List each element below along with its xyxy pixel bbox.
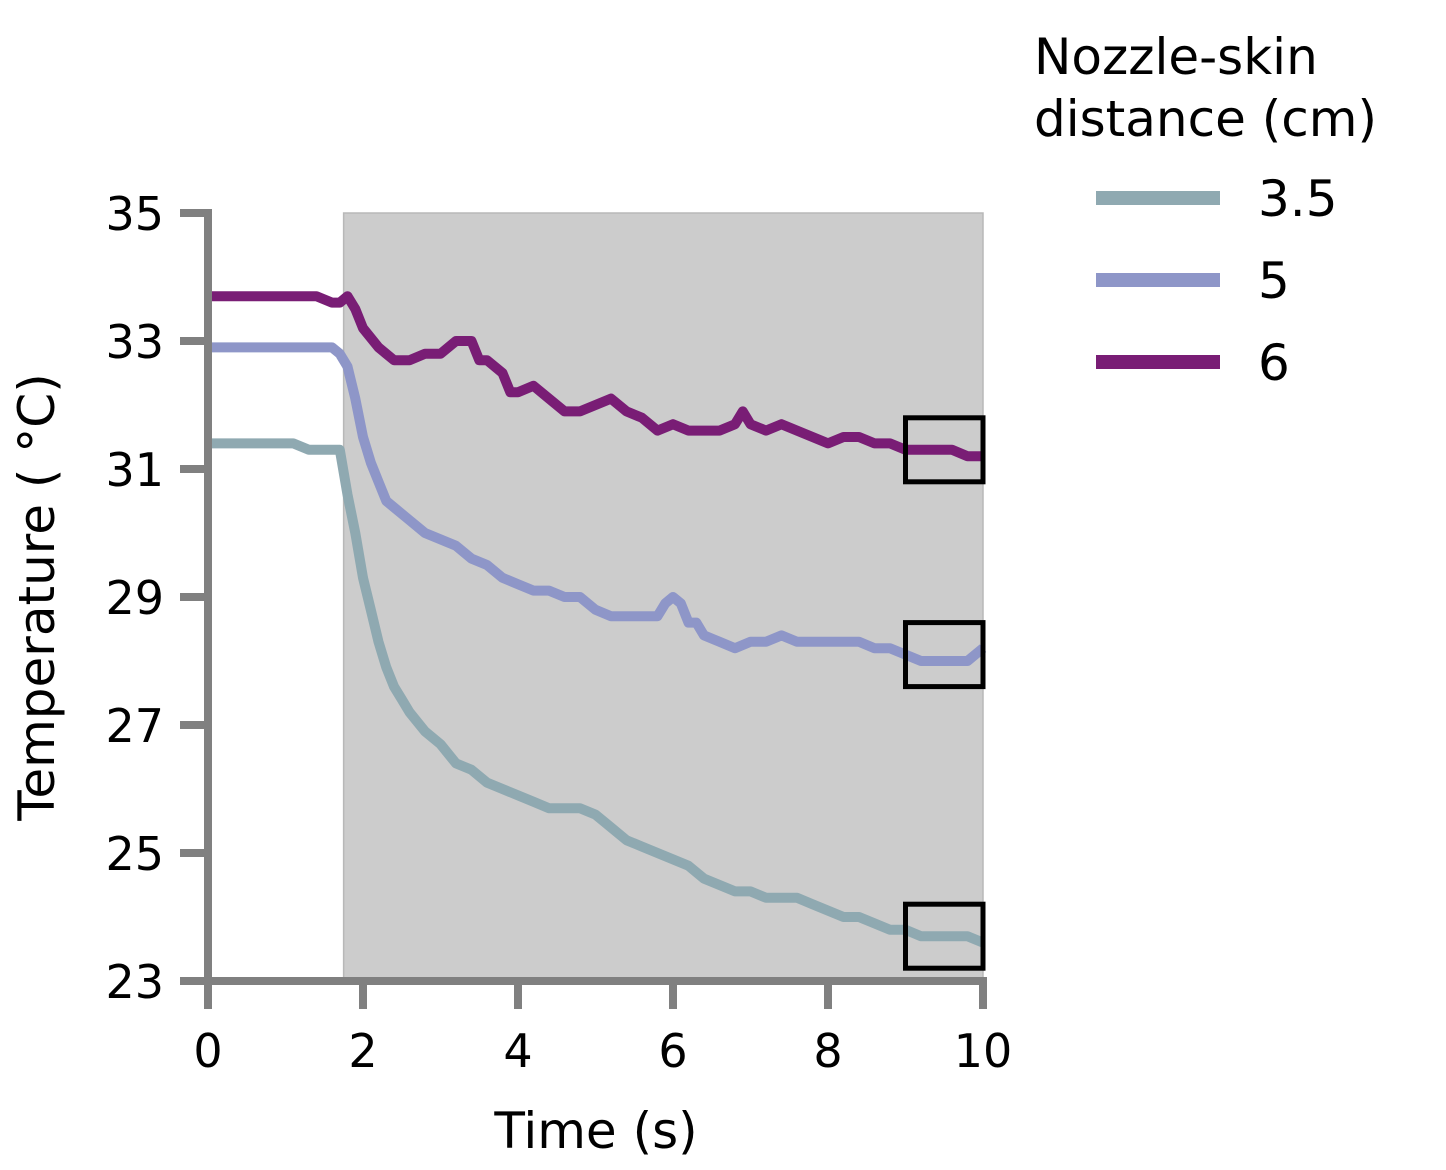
shaded-region-layer [342,212,984,982]
x-tick-label: 0 [193,1024,222,1078]
x-axis-title: Time (s) [493,1102,697,1160]
y-tick-label: 31 [105,443,164,497]
y-tick-label: 27 [105,699,164,753]
highlight-box-1 [903,415,986,485]
highlight-box-3 [903,901,986,971]
x-tick-label: 2 [348,1024,377,1078]
legend-title-line: distance (cm) [1034,90,1377,148]
y-tick-label: 25 [105,827,164,881]
x-tick-label: 6 [658,1024,687,1078]
y-axis-title: Temperature ( °C) [8,373,66,821]
series-line-3-5 [208,438,985,948]
legend-items: 3.5 5 6 [1096,170,1338,392]
x-tick-label: 8 [813,1024,842,1078]
x-tick-label: 4 [503,1024,532,1078]
x-tick-label: 10 [954,1024,1013,1078]
legend-label-5: 5 [1258,252,1290,310]
highlight-boxes-layer [903,415,986,971]
y-tick-label: 35 [105,187,164,241]
axes-layer [180,209,987,1009]
shaded-region [342,212,984,982]
legend-label-6: 6 [1258,334,1290,392]
highlight-box-2 [903,620,986,690]
series-lines-layer [208,291,987,948]
y-tick-label: 23 [105,955,164,1009]
y-tick-label: 29 [105,571,164,625]
series-line-5 [208,342,987,666]
tick-labels-layer: 0 2 4 6 8 10 23 25 27 29 31 33 35 [105,187,1012,1078]
legend: Nozzle-skin distance (cm) 3.5 5 6 [1034,28,1377,392]
series-line-6 [208,291,983,462]
legend-label-3-5: 3.5 [1258,170,1338,228]
legend-title: Nozzle-skin distance (cm) [1034,28,1377,148]
legend-title-line: Nozzle-skin [1034,28,1318,86]
y-tick-label: 33 [105,315,164,369]
